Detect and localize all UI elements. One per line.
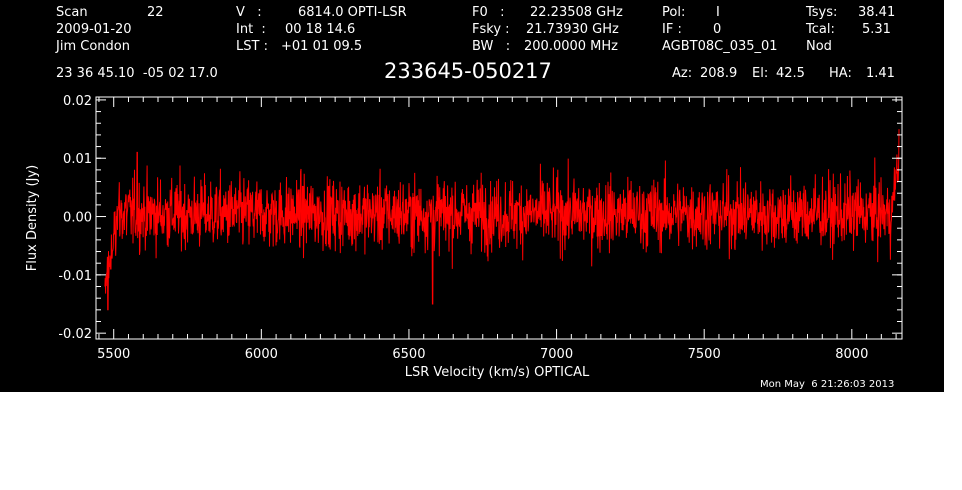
elevation-label: El:	[752, 66, 769, 81]
y-tick-label: -0.02	[58, 327, 92, 342]
scan-value: 22	[147, 5, 164, 20]
f0-label: F0 :	[472, 5, 505, 20]
y-tick-label: 0.02	[63, 94, 92, 109]
if-label: IF :	[662, 22, 682, 37]
lst-value: +01 01 09.5	[281, 39, 363, 54]
azimuth-label: Az:	[672, 66, 693, 81]
polarization-value: I	[716, 5, 720, 20]
x-tick-label: 6000	[245, 347, 278, 362]
elevation-value: 42.5	[776, 66, 805, 81]
spectrum-trace-layer	[104, 129, 900, 311]
fsky-value: 21.73930 GHz	[526, 22, 619, 37]
x-tick-label: 5500	[97, 347, 130, 362]
plot-frame	[95, 96, 903, 340]
hour-angle-value: 1.41	[866, 66, 895, 81]
tcal-label: Tcal:	[806, 22, 835, 37]
velocity-value: 6814.0 OPTI-LSR	[298, 5, 407, 20]
chart-title: 233645-050217	[384, 59, 552, 83]
tsys-value: 38.41	[858, 5, 896, 20]
azimuth-value: 208.9	[700, 66, 738, 81]
scan-label: Scan	[56, 5, 88, 20]
hour-angle-label: HA:	[829, 66, 852, 81]
project-id: AGBT08C_035_01	[662, 39, 778, 54]
spectrum-series-line	[104, 129, 900, 311]
bandwidth-value: 200.0000 MHz	[524, 39, 618, 54]
velocity-label: V :	[236, 5, 262, 20]
observer-name: Jim Condon	[56, 39, 130, 54]
y-tick-label: 0.01	[63, 152, 92, 167]
source-coordinates: 23 36 45.10 -05 02 17.0	[56, 66, 218, 81]
if-value: 0	[713, 22, 722, 37]
bandwidth-label: BW :	[472, 39, 511, 54]
x-tick-label: 6500	[392, 347, 425, 362]
polarization-label: Pol:	[662, 5, 686, 20]
observing-mode: Nod	[806, 39, 832, 54]
tsys-label: Tsys:	[806, 5, 838, 20]
tick-layer: 5500 6000 6500 7000 7500 8000 -0.02 -0.01 0.00 0.…	[58, 94, 902, 362]
y-axis-label: Flux Density (Jy)	[25, 165, 40, 271]
tcal-value: 5.31	[862, 22, 891, 37]
x-tick-label: 8000	[835, 347, 868, 362]
f0-value: 22.23508 GHz	[530, 5, 623, 20]
fsky-label: Fsky :	[472, 22, 510, 37]
y-tick-label: -0.01	[58, 269, 92, 284]
x-tick-label: 7000	[540, 347, 573, 362]
y-tick-label: 0.00	[63, 211, 92, 226]
plot-timestamp: Mon May 6 21:26:03 2013	[760, 379, 895, 390]
plot-window: Scan 22 2009-01-20 Jim Condon V : 6814.0…	[0, 0, 944, 392]
lst-label: LST :	[236, 39, 268, 54]
x-tick-label: 7500	[688, 347, 721, 362]
x-axis-label: LSR Velocity (km/s) OPTICAL	[405, 365, 590, 380]
observation-date: 2009-01-20	[56, 22, 132, 37]
integration-label: Int :	[236, 22, 266, 37]
spectrum-chart: 5500 6000 6500 7000 7500 8000 -0.02 -0.01 0.00 0.…	[25, 94, 903, 380]
integration-value: 00 18 14.6	[285, 22, 356, 37]
